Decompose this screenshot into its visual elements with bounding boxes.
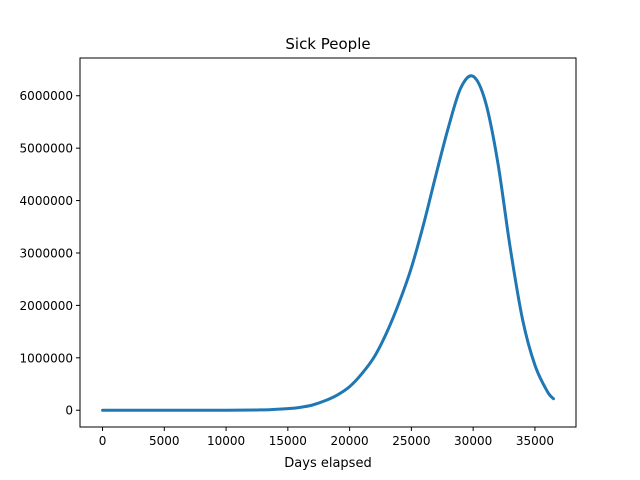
y-tick-label: 0 — [65, 404, 73, 418]
y-axis: 0 1000000 2000000 3000000 4000000 5000000 6000… — [20, 89, 80, 418]
x-tick-label: 5000 — [149, 434, 180, 448]
x-axis: 0 5000 10000 15000 20000 25000 30000 35000 — [99, 427, 554, 448]
x-tick-label: 10000 — [207, 434, 245, 448]
x-tick-label: 35000 — [516, 434, 554, 448]
y-tick-label: 3000000 — [20, 246, 73, 260]
x-tick-label: 25000 — [392, 434, 430, 448]
y-tick-label: 6000000 — [20, 89, 73, 103]
axes-frame — [79, 57, 577, 428]
chart-title: Sick People — [285, 35, 370, 53]
y-tick-label: 1000000 — [20, 351, 73, 365]
x-tick-label: 0 — [99, 434, 107, 448]
series-line-0 — [101, 74, 555, 412]
y-tick-label: 2000000 — [20, 299, 73, 313]
plot-area — [101, 74, 555, 412]
x-tick-label: 20000 — [331, 434, 369, 448]
y-tick-label: 5000000 — [20, 142, 73, 156]
x-tick-label: 15000 — [269, 434, 307, 448]
x-axis-label: Days elapsed — [284, 456, 371, 471]
x-tick-label: 30000 — [454, 434, 492, 448]
y-tick-label: 4000000 — [20, 194, 73, 208]
